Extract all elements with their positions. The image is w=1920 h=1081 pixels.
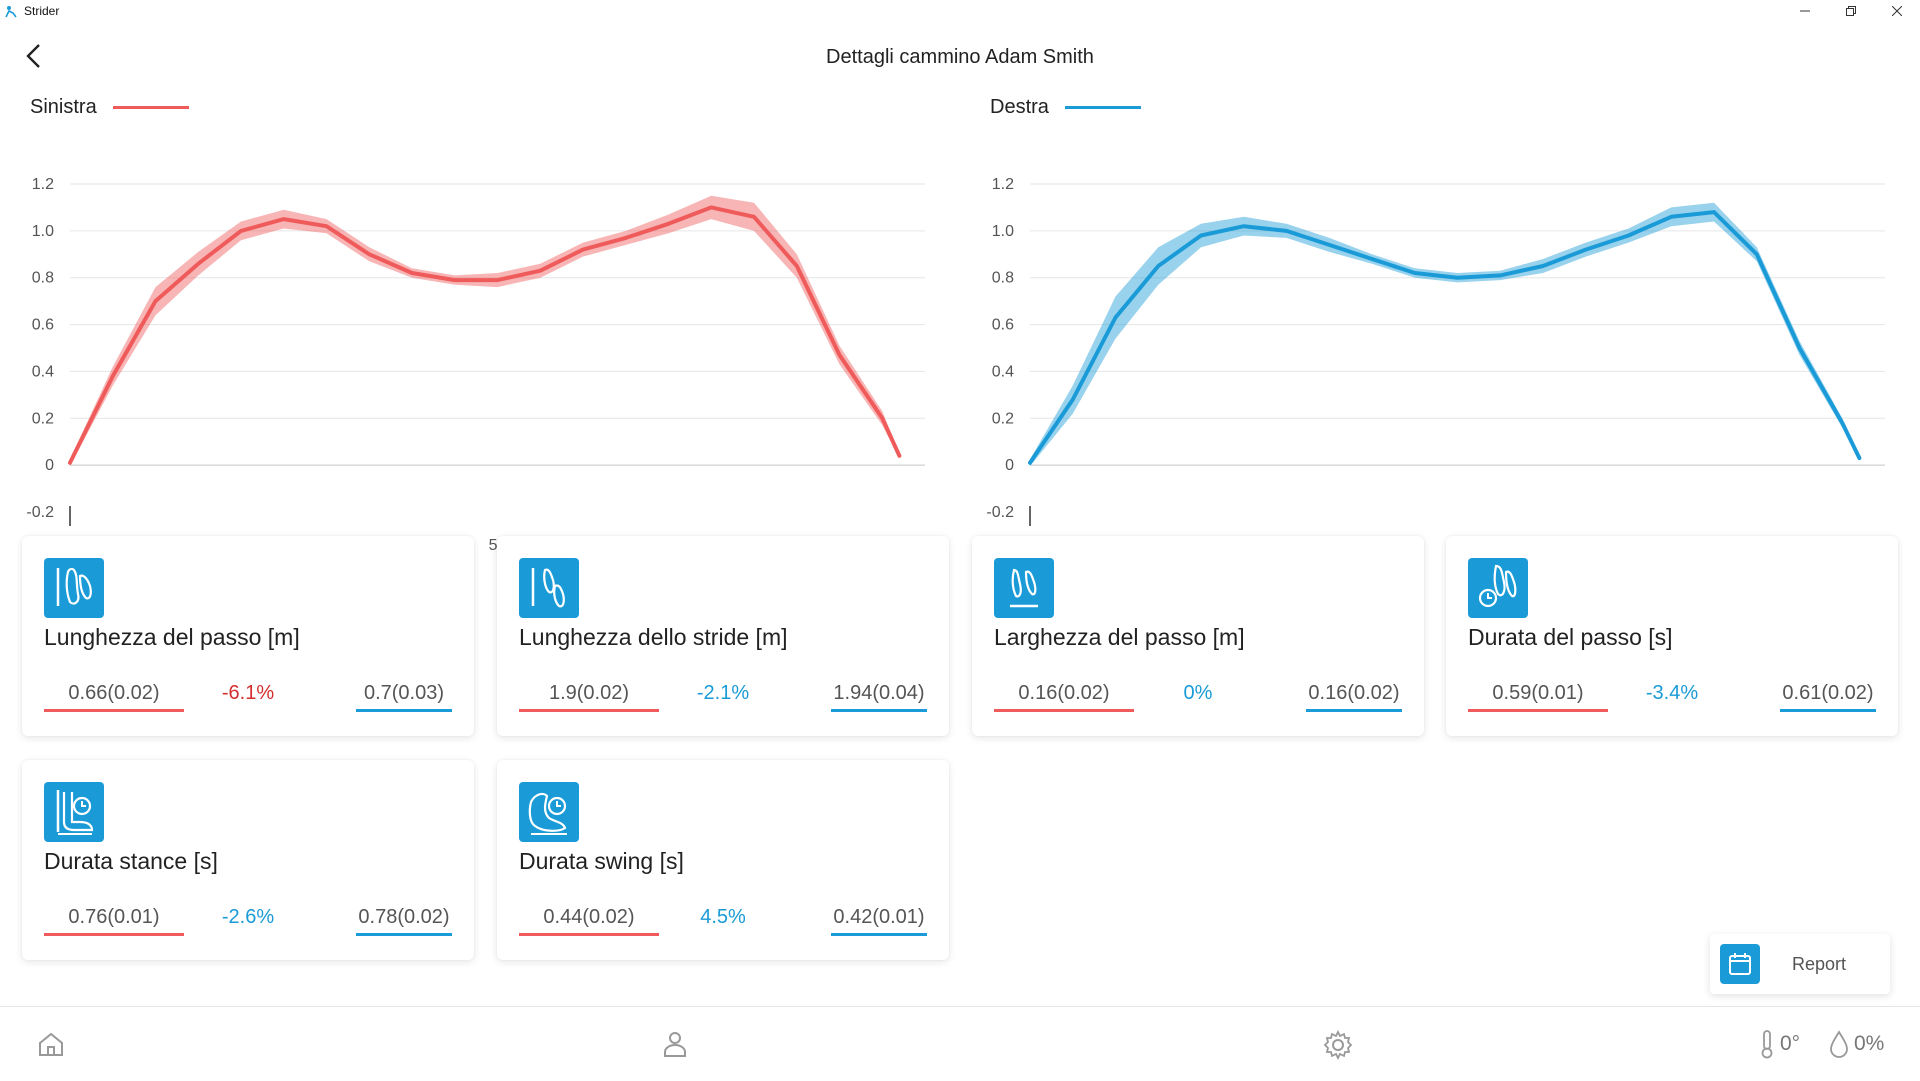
main-content: Dettagli cammino Adam Smith Sinistra Des… xyxy=(0,22,1920,1006)
y-tick-label: 0.6 xyxy=(992,317,1014,334)
metric-title: Durata swing [s] xyxy=(519,848,684,874)
chart-left: 1.21.00.80.60.40.20-0.201020304050607080… xyxy=(26,176,938,554)
restore-icon xyxy=(1846,6,1856,16)
footprint-icon xyxy=(44,558,104,618)
metric-card: Lunghezza del passo [m] 0.66(0.02) -6.1% 0.… xyxy=(22,536,474,736)
report-button-label: Report xyxy=(1792,953,1847,974)
y-tick-label: -0.2 xyxy=(26,504,54,521)
metric-title: Durata del passo [s] xyxy=(1468,624,1673,650)
thermometer-icon xyxy=(1761,1030,1773,1059)
y-tick-label: 0.8 xyxy=(992,270,1014,287)
minimize-icon xyxy=(1800,10,1810,12)
metric-right-value: 0.61(0.02) xyxy=(1780,682,1876,712)
swing-time-icon xyxy=(519,782,579,842)
report-button[interactable]: Report xyxy=(1710,934,1890,994)
series-line xyxy=(68,205,902,465)
metric-right-value: 1.94(0.04) xyxy=(831,682,927,712)
legend-right: Destra xyxy=(990,96,1141,119)
metric-delta: -2.6% xyxy=(221,906,275,928)
legend-left-label: Sinistra xyxy=(30,96,97,118)
legend-right-label: Destra xyxy=(990,96,1049,118)
gear-icon[interactable] xyxy=(1322,1029,1354,1066)
y-tick-label: 0.6 xyxy=(32,317,54,334)
metric-left-value: 0.59(0.01) xyxy=(1468,682,1608,712)
metric-title: Durata stance [s] xyxy=(44,848,218,874)
stride-icon xyxy=(519,558,579,618)
back-button[interactable] xyxy=(16,38,52,74)
y-tick-label: 0.8 xyxy=(32,270,54,287)
humidity-value: 0% xyxy=(1854,1032,1885,1055)
y-tick-label: 0 xyxy=(1005,457,1014,474)
window-title: Strider xyxy=(24,4,60,18)
metric-delta: -2.1% xyxy=(696,682,750,704)
close-icon xyxy=(1892,6,1902,16)
y-tick-label: 0 xyxy=(45,457,54,474)
y-tick-label: 1.0 xyxy=(992,223,1014,240)
y-tick-label: 1.2 xyxy=(32,176,54,193)
y-tick-label: 0.2 xyxy=(32,410,54,427)
app-logo-icon xyxy=(5,6,17,18)
bottom-nav-bar: 0° 0% xyxy=(0,1006,1920,1081)
y-tick-label: 0.2 xyxy=(992,410,1014,427)
metric-right-value: 0.78(0.02) xyxy=(356,906,452,936)
y-tick-label: 0.4 xyxy=(992,363,1014,380)
metric-delta: -3.4% xyxy=(1645,682,1699,704)
metric-left-value: 0.66(0.02) xyxy=(44,682,184,712)
metric-left-value: 1.9(0.02) xyxy=(519,682,659,712)
series-band xyxy=(70,195,900,467)
user-icon[interactable] xyxy=(660,1029,690,1064)
metric-left-value: 0.76(0.01) xyxy=(44,906,184,936)
metric-left-value: 0.44(0.02) xyxy=(519,906,659,936)
legend-right-swatch xyxy=(1064,106,1141,109)
close-button[interactable] xyxy=(1874,0,1920,22)
metric-right-value: 0.42(0.01) xyxy=(831,906,927,936)
home-icon[interactable] xyxy=(36,1029,66,1064)
metric-title: Lunghezza del passo [m] xyxy=(44,624,300,650)
minimize-button[interactable] xyxy=(1782,0,1828,22)
y-tick-label: 1.2 xyxy=(992,176,1014,193)
humidity-status: 0% xyxy=(1828,1029,1884,1059)
metric-title: Lunghezza dello stride [m] xyxy=(519,624,788,650)
temperature-status: 0° xyxy=(1758,1029,1800,1059)
restore-button[interactable] xyxy=(1828,0,1874,22)
y-tick-label: -0.2 xyxy=(986,504,1014,521)
metric-title: Larghezza del passo [m] xyxy=(994,624,1245,650)
step-width-icon xyxy=(994,558,1054,618)
metric-card: Durata del passo [s] 0.59(0.01) -3.4% 0.61(… xyxy=(1446,536,1898,736)
metric-card: Durata swing [s] 0.44(0.02) 4.5% 0.42(0.01) xyxy=(497,760,949,960)
metric-right-value: 0.16(0.02) xyxy=(1306,682,1402,712)
stance-time-icon xyxy=(44,782,104,842)
metric-card: Lunghezza dello stride [m] 1.9(0.02) -2.1%… xyxy=(497,536,949,736)
metric-card: Larghezza del passo [m] 0.16(0.02) 0% 0.16(… xyxy=(972,536,1424,736)
metric-delta: 0% xyxy=(1183,682,1213,704)
metric-left-value: 0.16(0.02) xyxy=(994,682,1134,712)
y-tick-label: 1.0 xyxy=(32,223,54,240)
calendar-icon xyxy=(1720,944,1760,984)
legend-left-swatch xyxy=(112,106,189,109)
series-line xyxy=(1028,210,1862,465)
chart-right: 1.21.00.80.60.40.20-0.201020304050607080… xyxy=(986,176,1898,554)
step-time-icon xyxy=(1468,558,1528,618)
window-titlebar: Strider xyxy=(0,0,1920,22)
chevron-left-icon xyxy=(26,44,40,68)
y-tick-label: 0.4 xyxy=(32,363,54,380)
water-drop-icon xyxy=(1830,1030,1848,1058)
metric-card: Durata stance [s] 0.76(0.01) -2.6% 0.78(0.0… xyxy=(22,760,474,960)
legend-left: Sinistra xyxy=(30,96,189,119)
metric-delta: 4.5% xyxy=(700,906,746,928)
page-title: Dettagli cammino Adam Smith xyxy=(826,46,1094,68)
series-band xyxy=(1030,202,1860,467)
metric-right-value: 0.7(0.03) xyxy=(356,682,452,712)
metric-delta: -6.1% xyxy=(221,682,275,704)
temperature-value: 0° xyxy=(1780,1032,1801,1055)
